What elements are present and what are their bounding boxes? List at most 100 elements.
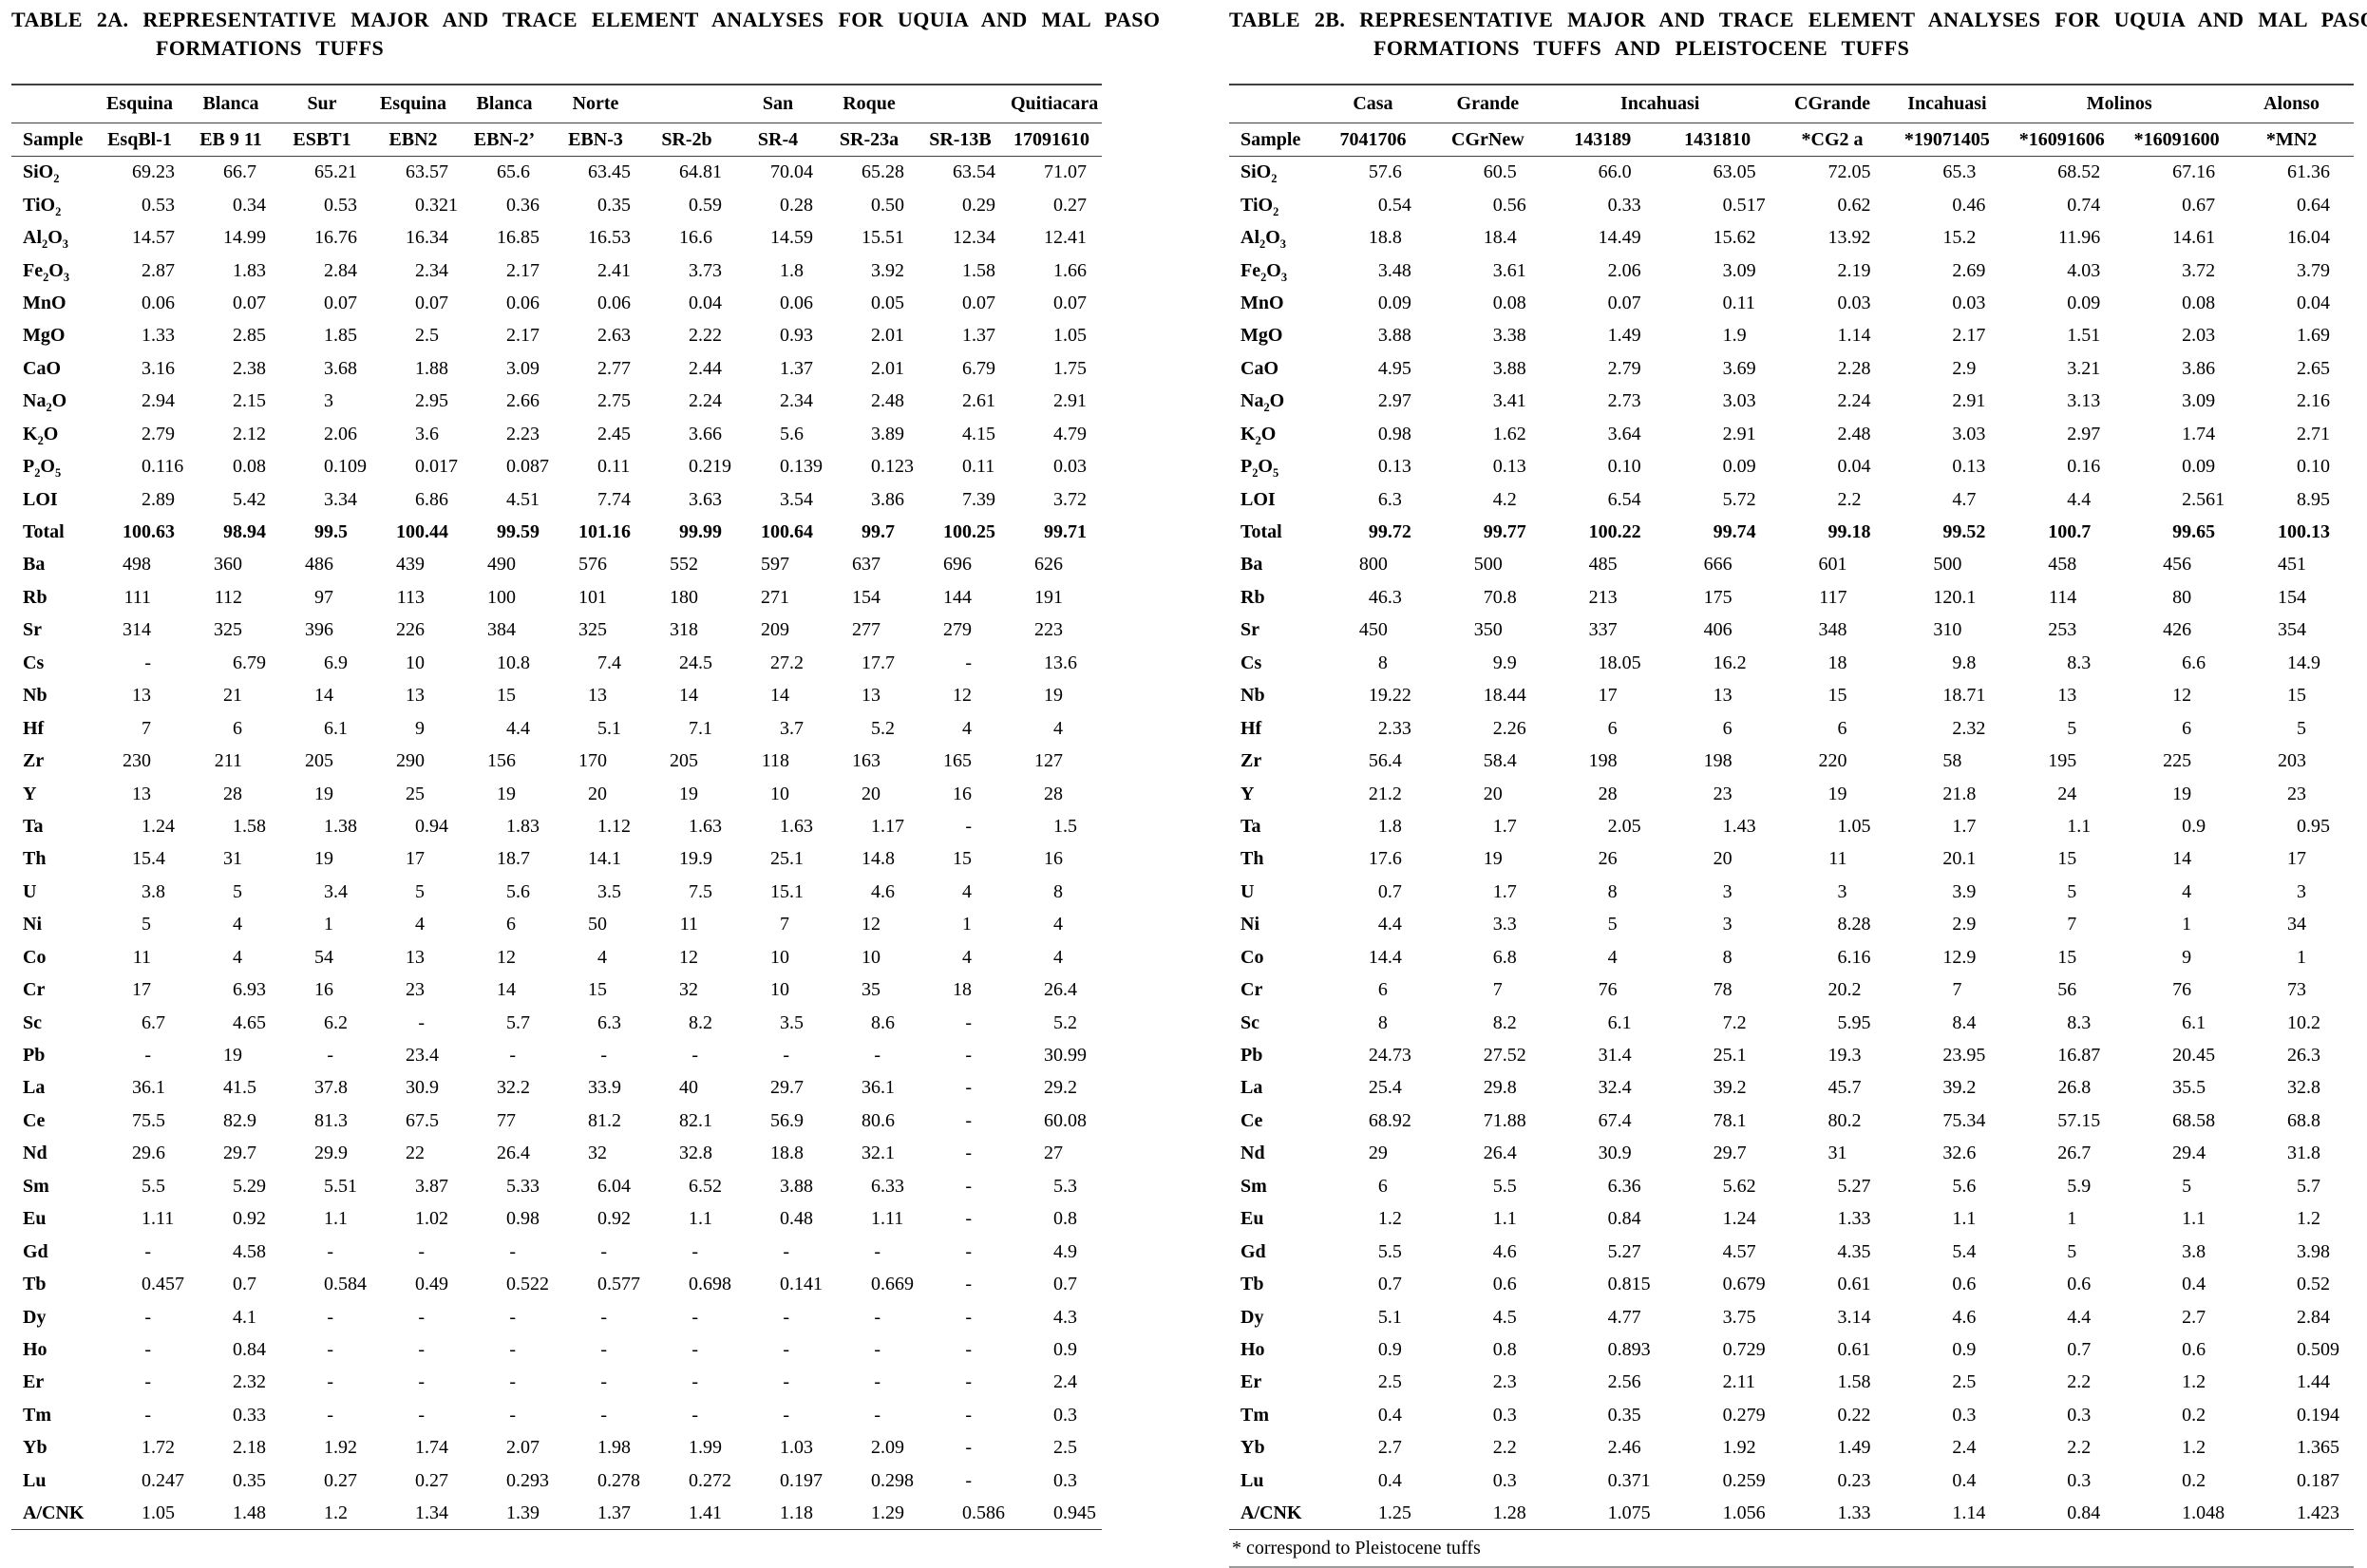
- value: 100.22: [1550, 521, 1665, 543]
- frac-part: .4: [1387, 1469, 1402, 1491]
- value-cell: 0.7: [2009, 1333, 2124, 1366]
- value: 111: [99, 587, 190, 609]
- value: 666: [1665, 554, 1780, 576]
- frac-part: .586: [972, 1502, 1005, 1523]
- value-cell: 498: [99, 549, 190, 581]
- int-part: 6: [1607, 1011, 1618, 1033]
- frac-part: .65: [242, 1011, 266, 1033]
- value-cell: 2.06: [281, 418, 372, 450]
- frac-part: .34: [242, 194, 266, 216]
- value-cell: 6.36: [1550, 1170, 1665, 1202]
- table-row: Eu 1.2 1.1 0.84 1.24 1.33 1.1 1 1.1 1.2: [1229, 1203, 2354, 1236]
- value: 21.2: [1320, 784, 1435, 805]
- value-cell: 13: [2009, 680, 2124, 712]
- value: 0.4: [2124, 1274, 2239, 1295]
- value-cell: 32: [555, 1138, 646, 1170]
- int-part: 0: [2297, 1274, 2307, 1295]
- value-cell: 13: [1665, 680, 1780, 712]
- table-row: Ce 75.5 82.9 81.3 67.5 77 81.2 82.1 56.9 80.6-60.…: [11, 1105, 1102, 1137]
- value: -: [555, 1405, 646, 1426]
- int-part: 0: [142, 456, 151, 478]
- int-part: 14: [223, 227, 242, 249]
- group-header-row: Casa Grande Incahuasi CGrande Incahuasi Molin…: [1229, 84, 2355, 123]
- value-cell: 4: [2124, 876, 2239, 908]
- value-cell: 485: [1550, 549, 1665, 581]
- frac-part: .4: [1617, 1077, 1632, 1099]
- table-row: Na2O 2.97 3.41 2.73 3.03 2.24 2.91 3.13 3.09 2.16: [1229, 386, 2354, 418]
- frac-part: .5: [1387, 1371, 1402, 1393]
- frac-part: .8: [1063, 1208, 1077, 1230]
- frac-part: .2: [1732, 1077, 1747, 1099]
- int-part: 4: [506, 717, 516, 739]
- int-part: 7: [780, 914, 789, 935]
- value-cell: 1.66: [1011, 255, 1102, 287]
- value: 1.1: [2124, 1208, 2239, 1230]
- frac-part: .41: [1502, 390, 1526, 412]
- element-label: Al2O3: [23, 227, 68, 252]
- value-cell: 15.62: [1665, 221, 1780, 254]
- value: 1.18: [737, 1502, 828, 1524]
- int-part: 3: [415, 423, 425, 444]
- frac-part: .09: [1387, 292, 1411, 313]
- frac-part: .49: [1846, 1437, 1871, 1459]
- value: 37.8: [281, 1077, 372, 1099]
- element-label: Zr: [1240, 750, 1262, 772]
- value-cell: 99.65: [2124, 516, 2239, 548]
- int-part: 31: [1598, 1045, 1618, 1067]
- int-part: 13: [406, 685, 425, 707]
- value-cell: 1.2: [281, 1497, 372, 1531]
- frac-part: .95: [2306, 488, 2331, 510]
- value: 30.9: [1550, 1143, 1665, 1164]
- int-part: 2: [1952, 390, 1962, 412]
- int-part: 18: [1483, 685, 1503, 707]
- value-cell: 6: [1665, 712, 1780, 745]
- frac-part: .5: [698, 652, 712, 673]
- table-row: Y 21.2 20 28 23 19 21.8 24 19 23: [1229, 778, 2354, 810]
- value-cell: 0.07: [372, 287, 464, 319]
- value: -: [281, 1045, 372, 1067]
- value: 19.9: [646, 848, 737, 870]
- value-cell: 1.24: [1665, 1203, 1780, 1236]
- int-part: -: [965, 1437, 972, 1459]
- value-cell: -: [919, 1039, 1011, 1071]
- value-cell: 0.371: [1550, 1464, 1665, 1497]
- int-part: 2: [1837, 423, 1847, 444]
- frac-part: .84: [242, 1338, 266, 1360]
- int-part: 0: [415, 194, 425, 216]
- value-cell: 1.17: [828, 810, 919, 842]
- int-part: 0: [1492, 1274, 1503, 1295]
- int-part: 30: [1044, 1045, 1063, 1067]
- value-cell: 18.4: [1435, 221, 1550, 254]
- value: -: [919, 1208, 1011, 1230]
- frac-part: .522: [516, 1274, 549, 1295]
- int-part: 144: [943, 586, 972, 608]
- value-cell: 20: [828, 778, 919, 810]
- value-cell: 9.8: [1894, 647, 2009, 679]
- value-cell: 2.5: [1011, 1432, 1102, 1464]
- value-cell: 13.92: [1780, 221, 1895, 254]
- int-part: 17: [406, 848, 425, 870]
- value-cell: 8: [1665, 941, 1780, 973]
- value-cell: 3.03: [1894, 418, 2009, 450]
- value-cell: 14.9: [2239, 647, 2354, 679]
- value-cell: 61.36: [2239, 157, 2354, 189]
- int-part: 19: [679, 783, 698, 804]
- value: 0.11: [555, 456, 646, 478]
- int-part: 80: [2172, 586, 2192, 608]
- int-part: 0: [415, 1274, 425, 1295]
- frac-part: .6: [425, 423, 439, 444]
- value: 7: [737, 914, 828, 935]
- value-cell: 0.27: [281, 1464, 372, 1497]
- value: 14: [464, 979, 555, 1001]
- int-part: 3: [1952, 423, 1962, 444]
- value: 0.03: [1894, 293, 2009, 314]
- int-part: 1: [1492, 1502, 1503, 1523]
- frac-part: .9: [789, 1109, 804, 1131]
- value-cell: 0.09: [1665, 450, 1780, 482]
- value-cell: 18.71: [1894, 680, 2009, 712]
- int-part: 0: [2067, 1274, 2077, 1295]
- int-part: 8: [871, 1011, 881, 1033]
- value: -: [919, 1110, 1011, 1132]
- int-part: 0: [2067, 292, 2077, 313]
- value-cell: 25.4: [1320, 1072, 1435, 1105]
